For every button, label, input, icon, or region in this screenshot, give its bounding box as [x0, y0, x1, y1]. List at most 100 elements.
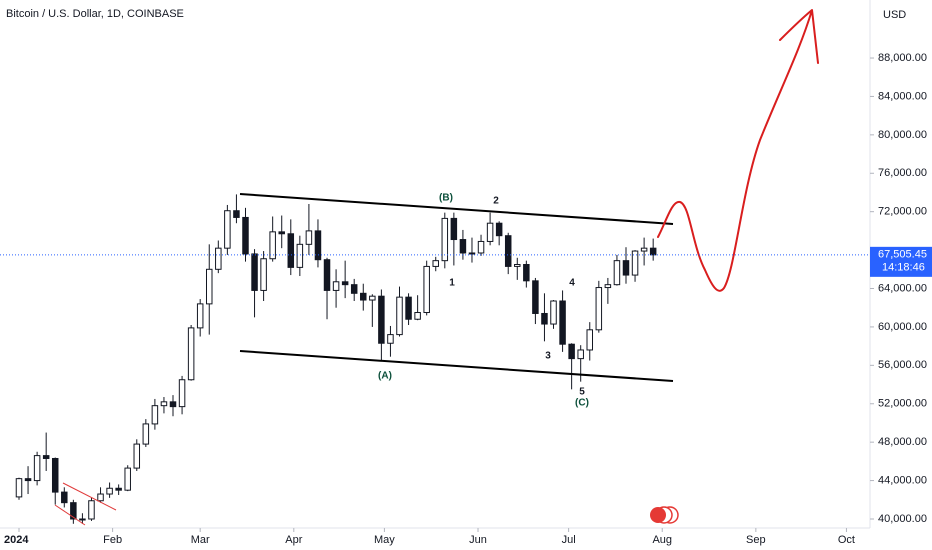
candle-body — [205, 268, 213, 305]
candle-body — [79, 518, 86, 521]
x-tick-label: Feb — [103, 534, 122, 546]
candle-body — [586, 329, 594, 351]
candle-body — [42, 455, 50, 459]
x-tick-label: Jul — [562, 534, 576, 546]
candle-body — [169, 401, 177, 408]
candle-body — [269, 231, 276, 260]
candle-body — [115, 487, 122, 491]
candle-body — [251, 253, 258, 291]
projection-path — [657, 9, 819, 292]
candle-body — [287, 233, 295, 268]
wave-label: 4 — [569, 278, 575, 289]
candle-body — [160, 401, 168, 407]
candle-body — [577, 349, 584, 360]
candle-body — [523, 263, 530, 282]
candle-body — [514, 263, 521, 267]
flag-bottom — [54, 504, 86, 526]
x-tick-label: Oct — [838, 534, 855, 546]
candle-body — [260, 258, 267, 291]
candle-body — [405, 296, 412, 320]
candle-body — [51, 457, 59, 493]
candle-body — [305, 230, 313, 245]
candle-body — [504, 235, 512, 267]
candle-body — [61, 491, 68, 504]
candle-body — [378, 295, 385, 344]
candle-body — [468, 252, 476, 255]
candle-body — [369, 295, 376, 301]
y-tick-label: 72,000.00 — [878, 206, 927, 218]
candle-body — [441, 217, 449, 262]
chart-title: Bitcoin / U.S. Dollar, 1D, COINBASE — [6, 8, 184, 20]
candle-body — [151, 405, 159, 425]
candle-body — [178, 379, 186, 408]
candle-body — [70, 502, 77, 520]
candle-body — [477, 240, 485, 254]
wave-label: (C) — [575, 398, 589, 409]
candle-body — [387, 334, 394, 344]
wave-label: 1 — [449, 278, 455, 289]
candle-body — [396, 296, 403, 336]
y-tick-label: 40,000.00 — [878, 513, 927, 525]
candle-body — [224, 210, 231, 249]
icon-flag — [650, 507, 666, 523]
candle-body — [432, 260, 439, 267]
y-tick-label: 56,000.00 — [878, 359, 927, 371]
candle-body — [604, 284, 612, 289]
candle-body — [133, 443, 141, 469]
candle-body — [640, 247, 648, 252]
candle-body — [550, 300, 557, 325]
candle-body — [486, 222, 494, 242]
channel-top — [239, 193, 674, 225]
candle-body — [97, 493, 104, 502]
candle-body — [15, 478, 23, 498]
candle-body — [568, 343, 575, 360]
wave-label: 2 — [493, 196, 499, 207]
candle-body — [196, 303, 204, 329]
x-tick-label: Mar — [191, 534, 210, 546]
candle-body — [278, 231, 285, 235]
y-tick-label: 76,000.00 — [878, 167, 927, 179]
countdown-label: 14:18:46 — [882, 262, 925, 274]
flag-icon — [650, 506, 679, 524]
current-price-label: 67,505.45 — [878, 249, 927, 261]
wave-label: 3 — [545, 351, 551, 362]
y-tick-label: 52,000.00 — [878, 398, 927, 410]
x-tick-label: Aug — [652, 534, 672, 546]
candle-body — [33, 455, 41, 482]
plot — [15, 194, 657, 524]
candle-body — [495, 222, 503, 237]
candle-body — [360, 292, 367, 301]
candle-body — [541, 312, 548, 325]
candle-body — [314, 230, 322, 261]
candle-body — [631, 250, 639, 276]
x-tick-label: Sep — [746, 534, 766, 546]
candle-body — [233, 210, 240, 218]
candle-body — [106, 487, 113, 495]
x-tick-label: Jun — [469, 534, 487, 546]
candle-body — [296, 243, 304, 268]
y-tick-label: 44,000.00 — [878, 474, 927, 486]
wave-label: 5 — [579, 387, 585, 398]
x-tick-label: Apr — [285, 534, 302, 546]
currency-label: USD — [883, 9, 906, 21]
candle-body — [532, 280, 539, 314]
candle-body — [187, 327, 195, 381]
candle-body — [124, 467, 131, 491]
candle-body — [613, 260, 621, 286]
channel-bottom — [239, 350, 674, 382]
candle-body — [142, 423, 150, 445]
candle-body — [88, 500, 95, 520]
current-price-box — [870, 246, 932, 277]
candle-body — [423, 265, 430, 314]
candle-body — [350, 284, 358, 294]
candle-body — [459, 239, 467, 254]
x-tick-label: May — [374, 534, 395, 546]
candle-body — [414, 312, 421, 320]
candle-body — [215, 247, 222, 270]
candle-body — [24, 478, 32, 482]
candle-body — [341, 281, 349, 286]
y-tick-label: 64,000.00 — [878, 282, 927, 294]
wave-label: (A) — [378, 371, 392, 382]
